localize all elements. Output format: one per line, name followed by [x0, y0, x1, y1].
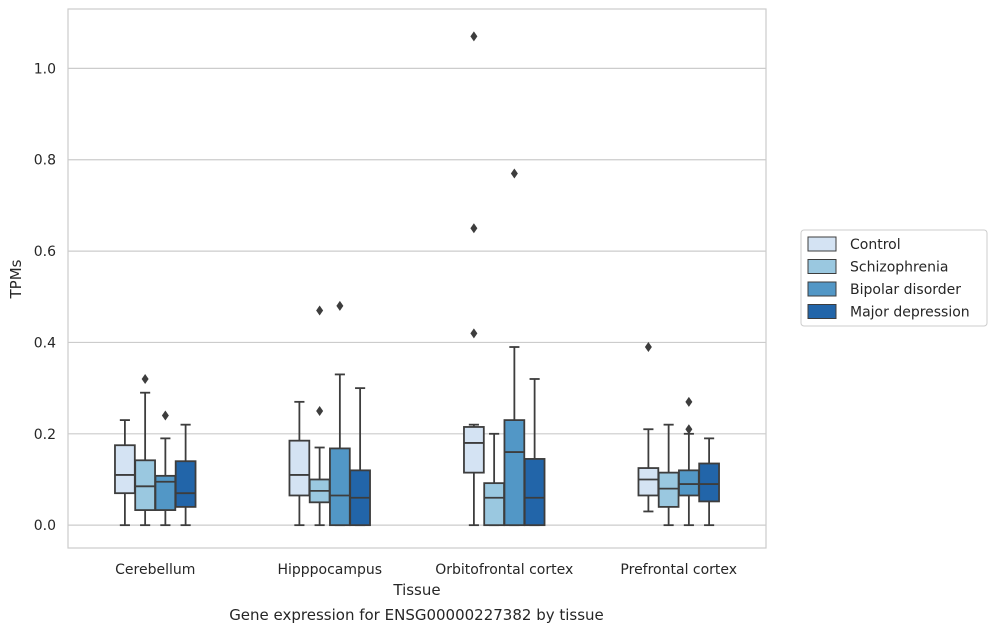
- legend-label: Schizophrenia: [850, 260, 948, 276]
- box: [174, 423, 197, 527]
- y-tick-label: 0.8: [34, 153, 56, 169]
- box: [463, 31, 485, 527]
- x-tick-label: Orbitofrontal cortex: [435, 562, 573, 578]
- box: [698, 437, 720, 527]
- box-body: [503, 419, 526, 527]
- box-body: [657, 471, 680, 508]
- outlier-point: [470, 328, 478, 339]
- box-body: [114, 444, 136, 495]
- box: [678, 396, 700, 527]
- outlier-point: [316, 405, 324, 416]
- box-body: [134, 459, 156, 511]
- legend-swatch: [807, 304, 837, 319]
- outlier-point: [685, 424, 693, 435]
- legend-swatch: [807, 236, 837, 252]
- box-body: [288, 439, 311, 497]
- boxes: [114, 31, 720, 527]
- outlier-point: [336, 300, 344, 311]
- y-axis-ticks: 0.0 0.2 0.4 0.6 0.8 1.0: [34, 61, 56, 534]
- box: [154, 410, 177, 527]
- outlier-point: [141, 373, 149, 384]
- legend-swatch: [807, 259, 837, 274]
- outlier-point: [510, 168, 518, 179]
- outlier-point: [316, 305, 324, 316]
- y-tick-label: 0.6: [34, 244, 56, 260]
- legend-items: Control Schizophrenia Bipolar disorder Majo…: [807, 236, 970, 321]
- legend-label: Bipolar disorder: [850, 282, 961, 298]
- box: [637, 342, 660, 513]
- plot-area: [67, 8, 767, 549]
- chart-caption: Gene expression for ENSG00000227382 by t…: [229, 606, 604, 624]
- x-tick-label: Prefrontal cortex: [620, 562, 737, 578]
- box-body: [523, 458, 546, 527]
- outlier-point: [685, 396, 693, 407]
- y-tick-label: 0.2: [34, 427, 56, 443]
- box: [134, 373, 156, 527]
- y-tick-label: 0.0: [34, 518, 56, 534]
- x-tick-label: Cerebellum: [115, 562, 195, 578]
- y-tick-label: 1.0: [34, 61, 56, 77]
- box: [114, 419, 136, 527]
- gridlines: [68, 67, 766, 526]
- y-axis-label: TPMs: [7, 259, 25, 299]
- box: [503, 168, 526, 527]
- outlier-point: [161, 410, 169, 421]
- box-body: [483, 482, 505, 527]
- box-body: [463, 426, 485, 474]
- legend: Control Schizophrenia Bipolar disorder Majo…: [800, 229, 988, 327]
- legend-frame: [800, 229, 988, 327]
- box-body: [637, 467, 660, 497]
- y-tick-label: 0.4: [34, 335, 56, 351]
- legend-swatch: [807, 281, 837, 297]
- box: [657, 423, 680, 527]
- box: [523, 378, 546, 527]
- legend-label: Control: [850, 237, 901, 253]
- box: [308, 305, 331, 527]
- box-body: [698, 462, 720, 503]
- legend-label: Major depression: [850, 305, 970, 321]
- x-tick-label: Hipppocampus: [277, 562, 382, 578]
- box: [288, 400, 311, 527]
- outlier-point: [470, 223, 478, 234]
- x-axis-ticks: Cerebellum Hipppocampus Orbitofrontal cort…: [115, 562, 737, 578]
- x-axis-label: Tissue: [392, 581, 440, 599]
- box-body: [678, 469, 700, 497]
- outlier-point: [470, 31, 478, 42]
- box: [349, 387, 371, 527]
- box-body: [174, 460, 197, 508]
- outlier-point: [644, 342, 652, 353]
- box-body: [329, 447, 351, 527]
- box: [329, 300, 351, 527]
- box: [483, 432, 505, 527]
